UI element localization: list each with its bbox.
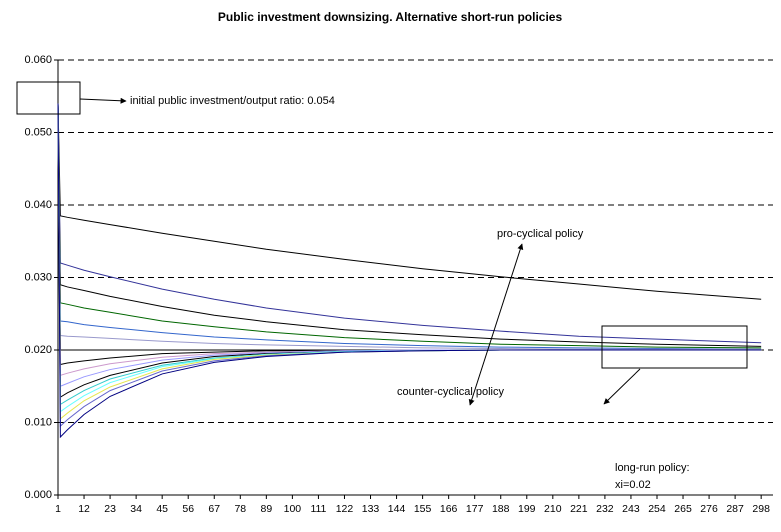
annotation: pro-cyclical policy (497, 228, 584, 240)
annotation-box (16, 81, 81, 115)
x-tick-label: 177 (466, 503, 484, 515)
x-tick-label: 78 (234, 503, 246, 515)
x-tick-label: 243 (622, 503, 640, 515)
x-tick-label: 298 (752, 503, 770, 515)
y-tick-label: 0.030 (24, 271, 52, 283)
y-tick-label: 0.020 (24, 344, 52, 356)
x-tick-label: 56 (182, 503, 194, 515)
x-tick-label: 100 (284, 503, 302, 515)
y-tick-label: 0.060 (24, 54, 52, 66)
x-tick-label: 287 (726, 503, 744, 515)
x-tick-label: 144 (388, 503, 406, 515)
annotations: initial public investment/output ratio: … (16, 81, 748, 491)
x-tick-label: 166 (440, 503, 458, 515)
y-tick-label: 0.010 (24, 416, 52, 428)
series-line (57, 103, 762, 366)
series-line (57, 103, 762, 439)
series-line (57, 103, 762, 349)
x-tick-label: 199 (518, 503, 536, 515)
series-line (57, 103, 762, 344)
x-tick-label: 133 (362, 503, 380, 515)
x-tick-label: 89 (261, 503, 273, 515)
x-tick-label: 155 (414, 503, 432, 515)
series-line (57, 103, 762, 347)
x-tick-label: 34 (130, 503, 142, 515)
y-tick-label: 0.000 (24, 489, 52, 501)
series-line (57, 103, 762, 351)
annotation: initial public investment/output ratio: … (130, 95, 335, 107)
chart-title: Public investment downsizing. Alternativ… (218, 10, 563, 24)
series-line (57, 103, 762, 399)
series-line (57, 103, 762, 377)
annotation-arrow (79, 97, 127, 104)
x-tick-label: 23 (104, 503, 116, 515)
x-tick-label: 254 (648, 503, 666, 515)
x-tick-label: 1 (55, 503, 61, 515)
series-line (57, 103, 762, 420)
annotation: long-run policy: (615, 462, 690, 474)
x-tick-label: 221 (570, 503, 588, 515)
x-tick-label: 232 (596, 503, 614, 515)
annotation-box (601, 325, 748, 369)
x-tick-label: 12 (78, 503, 90, 515)
series-line (57, 103, 762, 406)
y-tick-label: 0.040 (24, 199, 52, 211)
x-tick-label: 111 (310, 503, 326, 515)
x-tick-label: 122 (336, 503, 354, 515)
annotation: counter-cyclical policy (397, 386, 504, 398)
x-tick-label: 45 (156, 503, 168, 515)
x-tick-label: 210 (544, 503, 562, 515)
series-line (57, 103, 762, 350)
x-tick-label: 188 (492, 503, 510, 515)
x-tick-label: 276 (700, 503, 718, 515)
series-line (57, 103, 762, 350)
annotation-arrow (603, 368, 641, 405)
series-line (57, 103, 762, 428)
series-line (57, 103, 762, 300)
annotation: xi=0.02 (615, 479, 651, 491)
y-tick-label: 0.050 (24, 126, 52, 138)
x-tick-label: 67 (208, 503, 220, 515)
annotation-arrow (468, 243, 524, 406)
x-tick-label: 265 (674, 503, 692, 515)
